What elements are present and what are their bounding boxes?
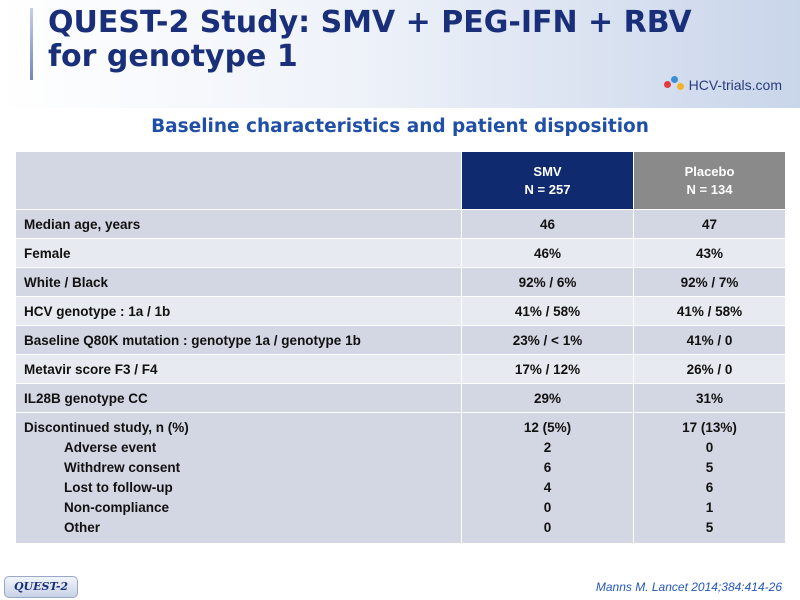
smv-value: 46% <box>461 238 634 268</box>
smv-value: 12 (5%) <box>523 420 572 435</box>
table-row: HCV genotype : 1a / 1b 41% / 58% 41% / 5… <box>15 296 786 326</box>
placebo-value: 47 <box>633 209 786 239</box>
table-row: Median age, years 46 47 <box>15 209 786 239</box>
title-line-1: QUEST-2 Study: SMV + PEG-IFN + RBV <box>48 5 692 40</box>
placebo-value: 92% / 7% <box>633 267 786 297</box>
sub-row-label: Withdrew consent <box>64 460 181 475</box>
column-name: SMV <box>533 163 562 179</box>
logo-icon <box>663 76 686 94</box>
smv-value: 6 <box>543 460 552 475</box>
sub-row-label: Other <box>64 520 101 535</box>
header-corner-cell <box>15 151 462 210</box>
column-header-smv: SMV N = 257 <box>461 151 634 210</box>
table-row: Metavir score F3 / F4 17% / 12% 26% / 0 <box>15 354 786 384</box>
placebo-value: 5 <box>705 460 714 475</box>
discontinued-placebo-values: 17 (13%) 0 5 6 1 5 <box>633 412 786 544</box>
placebo-value: 0 <box>705 440 714 455</box>
placebo-value: 41% / 58% <box>633 296 786 326</box>
sub-row-label: Non-compliance <box>64 500 170 515</box>
smv-value: 0 <box>543 500 552 515</box>
smv-value: 0 <box>543 520 552 535</box>
column-name: Placebo <box>684 163 735 179</box>
discontinued-smv-values: 12 (5%) 2 6 4 0 0 <box>461 412 634 544</box>
logo-text: HCV-trials.com <box>688 77 782 93</box>
placebo-value: 26% / 0 <box>633 354 786 384</box>
discontinued-labels: Discontinued study, n (%) Adverse event … <box>15 412 462 544</box>
placebo-value: 5 <box>705 520 714 535</box>
table-row: Female 46% 43% <box>15 238 786 268</box>
row-label: Female <box>15 238 462 268</box>
placebo-value: 41% / 0 <box>633 325 786 355</box>
row-label: HCV genotype : 1a / 1b <box>15 296 462 326</box>
smv-value: 4 <box>543 480 552 495</box>
table-row: White / Black 92% / 6% 92% / 7% <box>15 267 786 297</box>
column-header-placebo: Placebo N = 134 <box>633 151 786 210</box>
header-band <box>0 0 800 108</box>
row-label: Metavir score F3 / F4 <box>15 354 462 384</box>
slide-title: QUEST-2 Study: SMV + PEG-IFN + RBV for g… <box>48 6 748 74</box>
table-row: Baseline Q80K mutation : genotype 1a / g… <box>15 325 786 355</box>
row-label: Discontinued study, n (%) <box>24 420 189 435</box>
table-row: IL28B genotype CC 29% 31% <box>15 383 786 413</box>
row-label: Median age, years <box>15 209 462 239</box>
smv-value: 92% / 6% <box>461 267 634 297</box>
citation-text: Manns M. Lancet 2014;384:414-26 <box>595 580 782 594</box>
smv-value: 46 <box>461 209 634 239</box>
sub-row-label: Lost to follow-up <box>64 480 173 495</box>
placebo-value: 43% <box>633 238 786 268</box>
row-label: Baseline Q80K mutation : genotype 1a / g… <box>15 325 462 355</box>
smv-value: 29% <box>461 383 634 413</box>
smv-value: 23% / < 1% <box>461 325 634 355</box>
title-accent-bar <box>30 8 33 80</box>
slide-subtitle: Baseline characteristics and patient dis… <box>151 116 649 137</box>
placebo-value: 17 (13%) <box>682 420 737 435</box>
smv-value: 41% / 58% <box>461 296 634 326</box>
table-header-row: SMV N = 257 Placebo N = 134 <box>15 151 786 210</box>
hcv-trials-logo: HCV-trials.com <box>663 76 782 94</box>
title-line-2: for genotype 1 <box>48 39 298 74</box>
discontinued-row: Discontinued study, n (%) Adverse event … <box>15 412 786 544</box>
row-label: White / Black <box>15 267 462 297</box>
placebo-value: 1 <box>705 500 714 515</box>
row-label: IL28B genotype CC <box>15 383 462 413</box>
placebo-value: 31% <box>633 383 786 413</box>
sub-row-label: Adverse event <box>64 440 157 455</box>
smv-value: 17% / 12% <box>461 354 634 384</box>
smv-value: 2 <box>543 440 552 455</box>
study-badge: QUEST-2 <box>4 576 78 598</box>
column-n: N = 257 <box>524 181 571 197</box>
baseline-table: SMV N = 257 Placebo N = 134 Median age, … <box>15 151 786 544</box>
placebo-value: 6 <box>705 480 714 495</box>
column-n: N = 134 <box>686 181 733 197</box>
